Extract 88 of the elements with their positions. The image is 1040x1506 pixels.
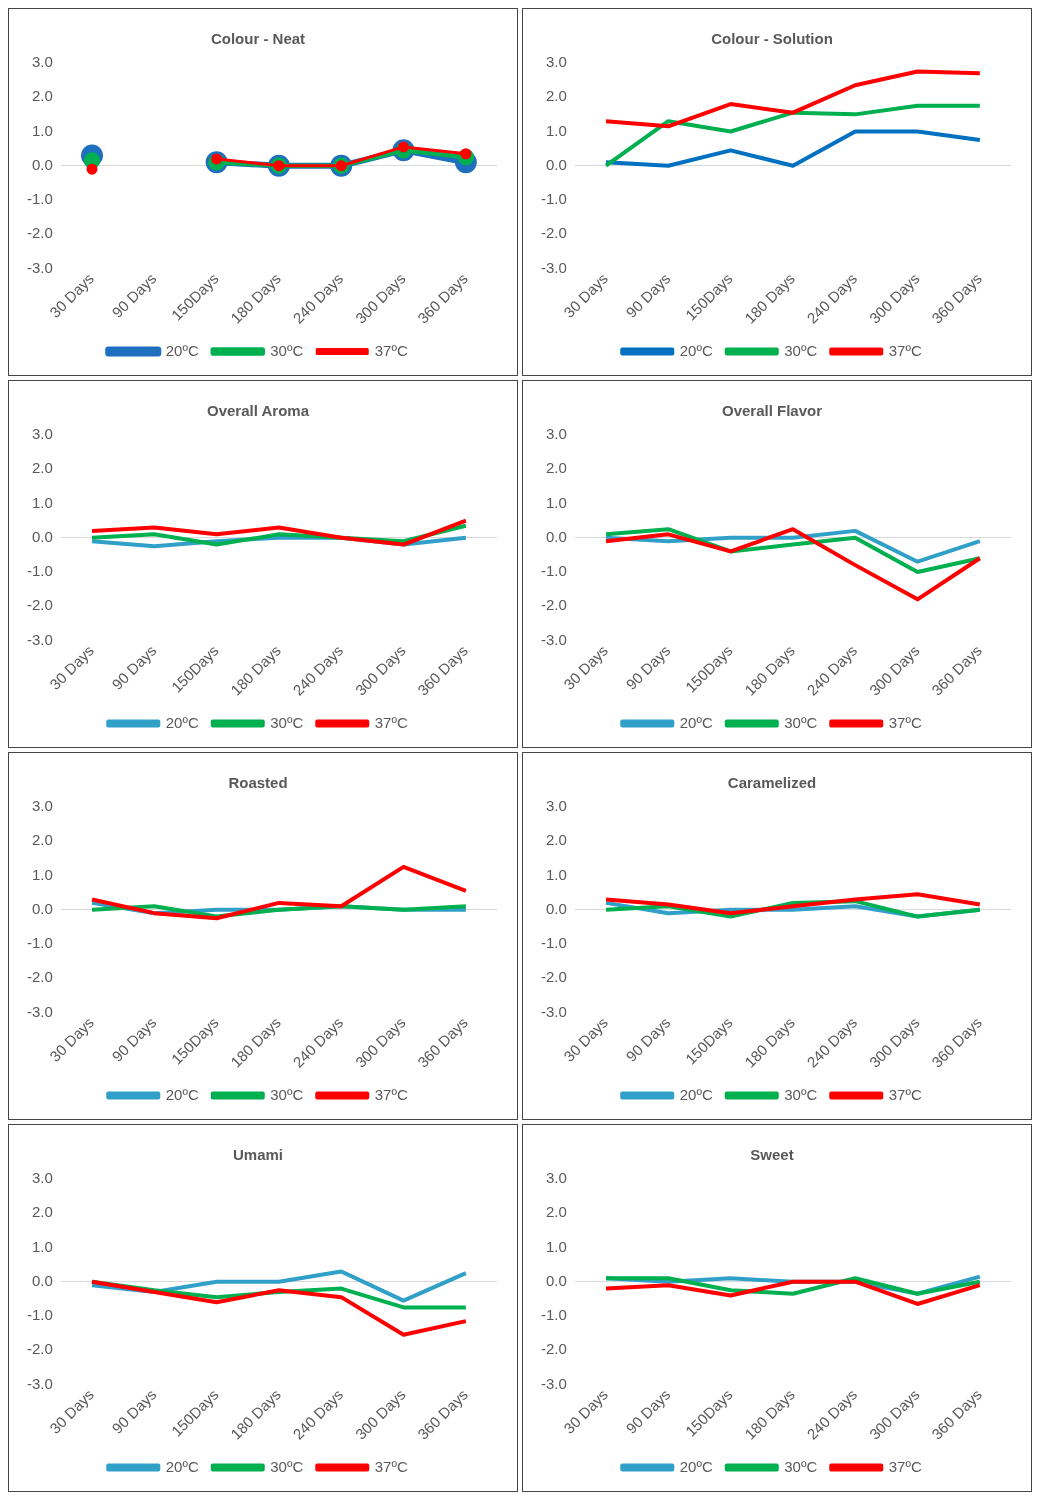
legend-label: 30ºC — [270, 1085, 304, 1103]
legend-label: 37ºC — [888, 341, 922, 359]
y-tick-label: -2.0 — [540, 596, 567, 614]
y-tick-label: -3.0 — [26, 630, 53, 648]
y-tick-label: 0.0 — [31, 527, 53, 545]
legend-label: 37ºC — [374, 713, 408, 731]
y-tick-label: -3.0 — [540, 1374, 567, 1392]
y-tick-label: -3.0 — [540, 258, 567, 276]
y-tick-label: -1.0 — [540, 562, 567, 580]
y-tick-label: 3.0 — [545, 53, 567, 71]
y-tick-label: -3.0 — [26, 1374, 53, 1392]
y-tick-label: 0.0 — [545, 527, 567, 545]
legend-label: 20ºC — [165, 1457, 199, 1475]
y-tick-label: 3.0 — [545, 425, 567, 443]
y-tick-label: -1.0 — [26, 934, 53, 952]
y-tick-label: -2.0 — [26, 1340, 53, 1358]
y-tick-label: -2.0 — [26, 968, 53, 986]
y-tick-label: 1.0 — [31, 493, 53, 511]
legend-label: 20ºC — [165, 1085, 199, 1103]
chart-title: Overall Aroma — [207, 402, 310, 420]
legend-label: 20ºC — [679, 713, 713, 731]
y-tick-label: -3.0 — [540, 1002, 567, 1020]
chart-title: Caramelized — [727, 774, 817, 792]
y-tick-label: 0.0 — [31, 155, 53, 173]
y-tick-label: -3.0 — [540, 630, 567, 648]
y-tick-label: 3.0 — [31, 425, 53, 443]
legend-label: 30ºC — [784, 341, 818, 359]
legend-label: 30ºC — [784, 1085, 818, 1103]
y-tick-label: 0.0 — [31, 1271, 53, 1289]
y-tick-label: -2.0 — [540, 1340, 567, 1358]
y-tick-label: -1.0 — [26, 190, 53, 208]
legend-label: 37ºC — [374, 1457, 408, 1475]
y-tick-label: 3.0 — [31, 1169, 53, 1187]
y-tick-label: 2.0 — [31, 459, 53, 477]
y-tick-label: -2.0 — [540, 968, 567, 986]
y-tick-label: 3.0 — [545, 797, 567, 815]
y-tick-label: -3.0 — [26, 258, 53, 276]
y-tick-label: 2.0 — [31, 831, 53, 849]
legend-label: 37ºC — [888, 713, 922, 731]
y-tick-label: -2.0 — [26, 596, 53, 614]
y-tick-label: 1.0 — [545, 865, 567, 883]
y-tick-label: 2.0 — [545, 459, 567, 477]
legend-label: 20ºC — [679, 1085, 713, 1103]
y-tick-label: 1.0 — [31, 121, 53, 139]
legend-label: 20ºC — [679, 1457, 713, 1475]
y-tick-label: 0.0 — [545, 899, 567, 917]
legend-label: 20ºC — [165, 713, 199, 731]
legend-label: 30ºC — [784, 1457, 818, 1475]
y-tick-label: 3.0 — [31, 797, 53, 815]
y-tick-label: 2.0 — [545, 87, 567, 105]
y-tick-label: 1.0 — [545, 493, 567, 511]
y-tick-label: -2.0 — [26, 224, 53, 242]
y-tick-label: 2.0 — [31, 87, 53, 105]
y-tick-label: 1.0 — [31, 1237, 53, 1255]
y-tick-label: 3.0 — [31, 53, 53, 71]
y-tick-label: -1.0 — [26, 562, 53, 580]
chart-title: Umami — [232, 1146, 284, 1164]
y-tick-label: -1.0 — [26, 1306, 53, 1324]
chart-title: Colour - Solution — [711, 30, 833, 48]
legend-label: 30ºC — [270, 341, 304, 359]
y-tick-label: 3.0 — [545, 1169, 567, 1187]
legend-label: 30ºC — [270, 1457, 304, 1475]
chart-title: Roasted — [228, 774, 288, 792]
y-tick-label: -1.0 — [540, 190, 567, 208]
legend-label: 37ºC — [888, 1457, 922, 1475]
y-tick-label: 0.0 — [31, 899, 53, 917]
y-tick-label: 2.0 — [545, 1203, 567, 1221]
legend-label: 37ºC — [888, 1085, 922, 1103]
legend-label: 30ºC — [784, 713, 818, 731]
y-tick-label: -1.0 — [540, 934, 567, 952]
y-tick-label: -3.0 — [26, 1002, 53, 1020]
y-tick-label: 2.0 — [545, 831, 567, 849]
chart-title: Sweet — [750, 1146, 794, 1164]
chart-title: Overall Flavor — [721, 402, 823, 420]
legend-label: 30ºC — [270, 713, 304, 731]
chart-title: Colour - Neat — [210, 30, 306, 48]
legend-label: 20ºC — [165, 341, 199, 359]
y-tick-label: 0.0 — [545, 1271, 567, 1289]
y-tick-label: -1.0 — [540, 1306, 567, 1324]
legend-label: 20ºC — [679, 341, 713, 359]
y-tick-label: 1.0 — [545, 1237, 567, 1255]
y-tick-label: -2.0 — [540, 224, 567, 242]
y-tick-label: 0.0 — [545, 155, 567, 173]
y-tick-label: 1.0 — [31, 865, 53, 883]
legend-label: 37ºC — [374, 341, 408, 359]
y-tick-label: 1.0 — [545, 121, 567, 139]
legend-label: 37ºC — [374, 1085, 408, 1103]
y-tick-label: 2.0 — [31, 1203, 53, 1221]
